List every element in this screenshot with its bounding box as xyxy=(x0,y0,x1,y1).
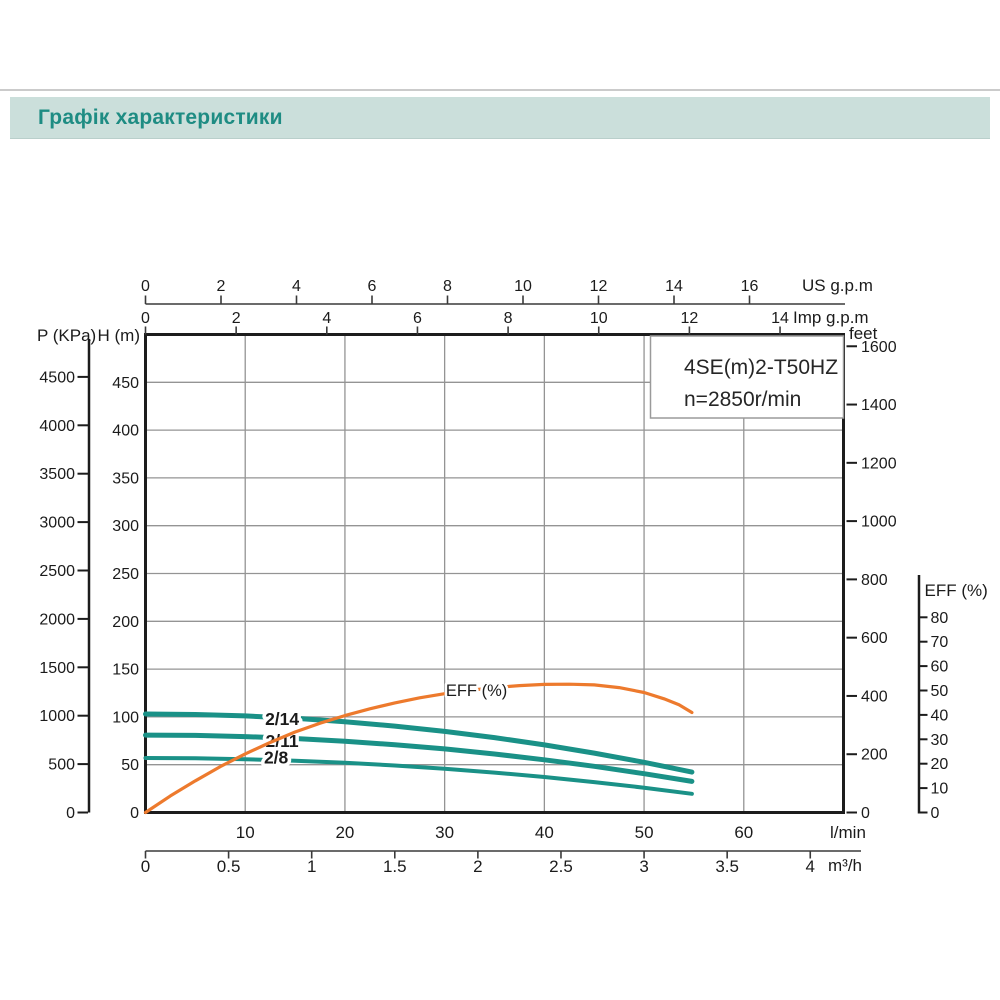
imp-gpm-tick-label: 4 xyxy=(322,310,331,327)
m3h-tick-label: 3 xyxy=(639,857,648,876)
m3h-tick-label: 4 xyxy=(806,857,815,876)
p-tick-label: 3000 xyxy=(39,515,75,532)
us-gpm-tick-label: 2 xyxy=(217,278,226,295)
h-tick-label: 250 xyxy=(112,566,139,583)
h-tick-label: 0 xyxy=(130,805,139,822)
feet-axis-title: feet xyxy=(849,324,878,343)
m3h-tick-label: 1 xyxy=(307,857,316,876)
h-tick-label: 300 xyxy=(112,518,139,535)
h-tick-label: 450 xyxy=(112,375,139,392)
lmin-tick-label: 20 xyxy=(335,823,354,842)
curve-EFF (%) xyxy=(143,682,694,815)
p-tick-label: 4000 xyxy=(39,418,75,435)
page-title: Графік характеристики xyxy=(38,105,283,129)
us-gpm-tick-label: 0 xyxy=(141,278,150,295)
imp-gpm-tick-label: 0 xyxy=(141,310,150,327)
plot-frame xyxy=(144,333,845,814)
lmin-axis-title: l/min xyxy=(830,823,866,842)
m3h-tick-label: 2 xyxy=(473,857,482,876)
lmin-tick-label: 30 xyxy=(435,823,454,842)
eff-tick-label: 50 xyxy=(931,683,949,700)
lmin-tick-label: 10 xyxy=(236,823,255,842)
imp-gpm-tick-label: 2 xyxy=(232,310,241,327)
m3h-tick-label: 0 xyxy=(141,857,150,876)
p-tick-label: 500 xyxy=(48,757,75,774)
eff-tick-label: 20 xyxy=(931,756,949,773)
feet-tick-label: 800 xyxy=(861,572,888,589)
section-header: Графік характеристики xyxy=(10,97,990,139)
eff-tick-label: 30 xyxy=(931,732,949,749)
feet-tick-label: 200 xyxy=(861,747,888,764)
model-box-border xyxy=(649,335,845,419)
m3h-axis-title: m³/h xyxy=(828,856,862,875)
imp-gpm-tick-label: 10 xyxy=(590,310,608,327)
us-gpm-tick-label: 12 xyxy=(590,278,608,295)
feet-tick-label: 600 xyxy=(861,630,888,647)
eff-axis-title: EFF (%) xyxy=(925,581,988,600)
p-tick-label: 1500 xyxy=(39,660,75,677)
eff-tick-label: 10 xyxy=(931,781,949,798)
m3h-tick-label: 0.5 xyxy=(217,857,241,876)
eff-tick-label: 80 xyxy=(931,610,949,627)
lmin-tick-label: 60 xyxy=(734,823,753,842)
curve-2/14 xyxy=(143,711,695,775)
feet-tick-label: 1600 xyxy=(861,339,897,356)
imp-gpm-tick-label: 6 xyxy=(413,310,422,327)
p-axis-title: P (KPa) xyxy=(37,326,96,345)
us-gpm-tick-label: 14 xyxy=(665,278,683,295)
model-speed: n=2850r/min xyxy=(684,388,801,411)
h-tick-label: 200 xyxy=(112,614,139,631)
us-gpm-axis-title: US g.p.m xyxy=(802,276,873,295)
curve-label-2/14: 2/14 xyxy=(265,709,299,729)
h-tick-label: 350 xyxy=(112,470,139,487)
p-tick-label: 1000 xyxy=(39,708,75,725)
us-gpm-tick-label: 16 xyxy=(741,278,759,295)
h-tick-label: 400 xyxy=(112,423,139,440)
lmin-tick-label: 40 xyxy=(535,823,554,842)
lmin-tick-label: 50 xyxy=(635,823,654,842)
m3h-tick-label: 2.5 xyxy=(549,857,573,876)
model-label-box: 4SE(m)2-T50HZ n=2850r/min xyxy=(649,335,845,419)
m3h-tick-label: 1.5 xyxy=(383,857,407,876)
feet-tick-label: 1200 xyxy=(861,455,897,472)
feet-tick-label: 400 xyxy=(861,688,888,705)
imp-gpm-tick-label: 14 xyxy=(771,310,789,327)
p-tick-label: 4500 xyxy=(39,369,75,386)
imp-gpm-axis-title: Imp g.p.m xyxy=(793,308,869,327)
h-axis-title: H (m) xyxy=(98,326,140,345)
us-gpm-tick-label: 6 xyxy=(368,278,377,295)
separator-line xyxy=(0,89,1000,91)
feet-tick-label: 1400 xyxy=(861,397,897,414)
model-name: 4SE(m)2-T50HZ xyxy=(684,356,838,379)
feet-tick-label: 1000 xyxy=(861,514,897,531)
curve-label-EFF (%): EFF (%) xyxy=(446,682,507,700)
h-tick-label: 100 xyxy=(112,709,139,726)
us-gpm-tick-label: 10 xyxy=(514,278,532,295)
p-tick-label: 3500 xyxy=(39,466,75,483)
h-tick-label: 50 xyxy=(121,757,139,774)
us-gpm-tick-label: 8 xyxy=(443,278,452,295)
p-tick-label: 0 xyxy=(66,805,75,822)
us-gpm-tick-label: 4 xyxy=(292,278,301,295)
h-tick-label: 150 xyxy=(112,662,139,679)
m3h-tick-label: 3.5 xyxy=(715,857,739,876)
imp-gpm-tick-label: 8 xyxy=(504,310,513,327)
curve-label-2/8: 2/8 xyxy=(264,748,289,768)
feet-tick-label: 0 xyxy=(861,805,870,822)
p-tick-label: 2000 xyxy=(39,611,75,628)
eff-tick-label: 0 xyxy=(931,805,940,822)
eff-tick-label: 70 xyxy=(931,634,949,651)
curve-2/11 xyxy=(143,732,695,784)
p-tick-label: 2500 xyxy=(39,563,75,580)
imp-gpm-tick-label: 12 xyxy=(680,310,698,327)
eff-tick-label: 60 xyxy=(931,659,949,676)
eff-tick-label: 40 xyxy=(931,707,949,724)
